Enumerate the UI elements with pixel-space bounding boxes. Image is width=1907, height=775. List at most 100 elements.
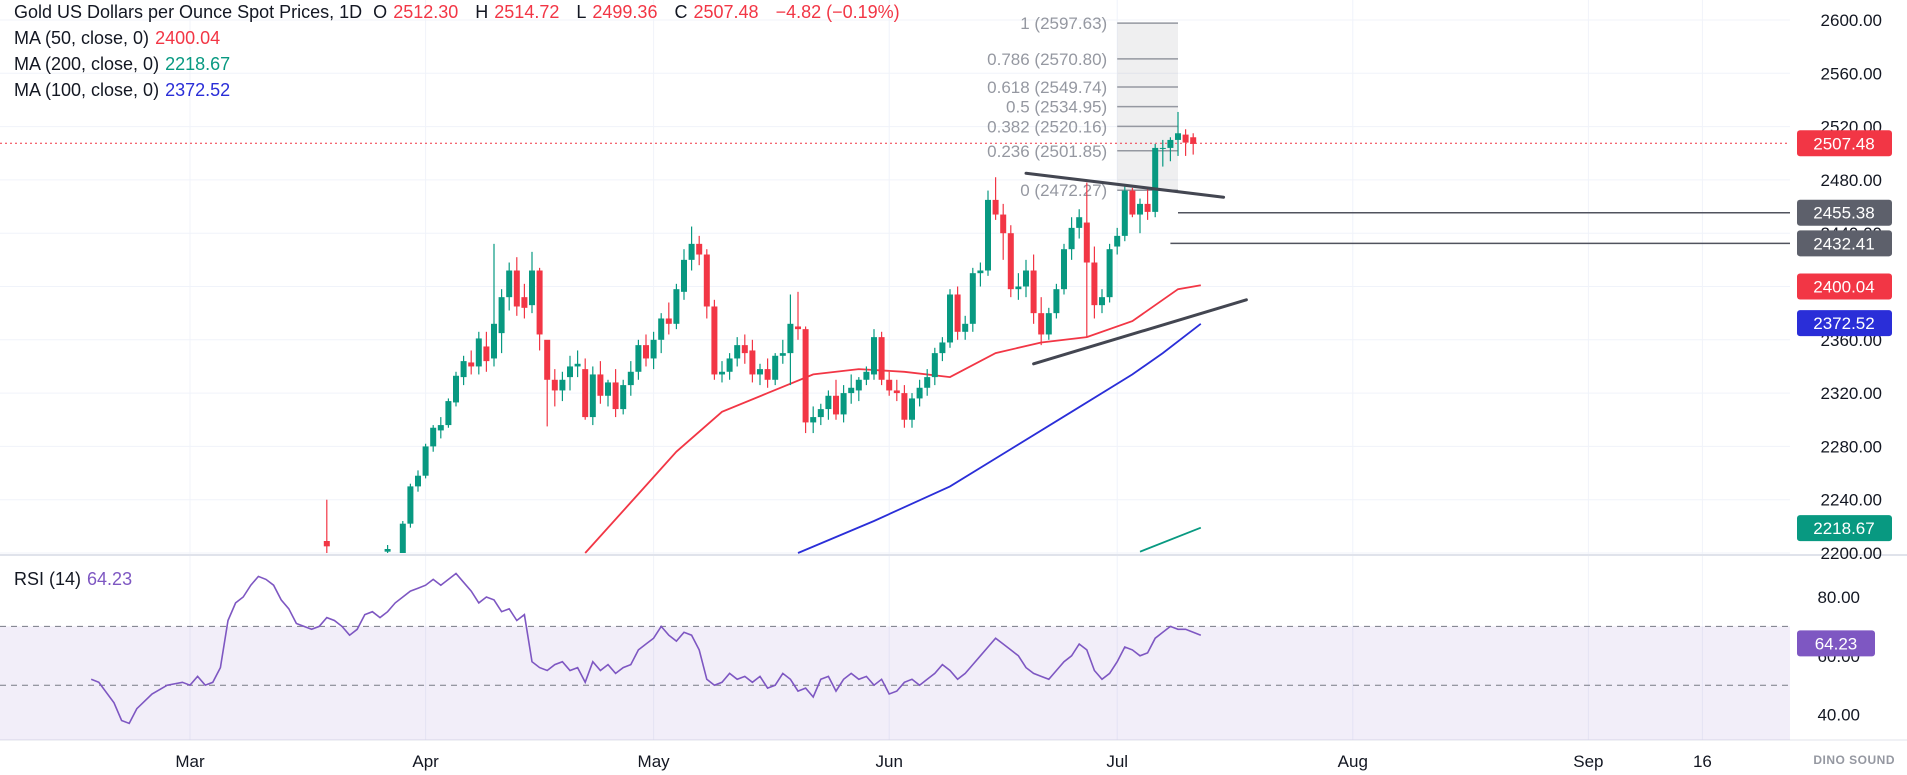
candle — [544, 339, 551, 427]
candle-body — [627, 371, 634, 386]
price-badge-label: 2455.38 — [1813, 204, 1874, 223]
candle — [643, 334, 649, 367]
candle-body — [947, 294, 953, 343]
time-axis-label: Sep — [1573, 752, 1603, 771]
candle — [498, 289, 505, 354]
candle — [848, 374, 855, 404]
candle-body — [985, 199, 991, 271]
close-value: C 2507.48 — [674, 2, 759, 22]
candle-body — [521, 297, 528, 308]
price-axis-label: 2560.00 — [1821, 64, 1882, 83]
candle — [1038, 297, 1045, 346]
candle — [399, 521, 406, 553]
candle-body — [817, 409, 824, 418]
price-axis-label: 2320.00 — [1821, 384, 1882, 403]
candle-body — [559, 379, 566, 391]
candle — [947, 289, 953, 348]
ma100-legend[interactable]: MA (100, close, 0) 2372.52 — [14, 80, 236, 101]
candle — [665, 302, 672, 335]
price-badge: 2455.38 — [1797, 199, 1892, 226]
candle — [536, 267, 543, 351]
candle-body — [977, 270, 984, 274]
candle — [810, 406, 817, 434]
candle-body — [741, 345, 748, 354]
candle-body — [954, 294, 961, 332]
candle — [620, 379, 627, 415]
price-badge-label: 2432.41 — [1813, 234, 1874, 253]
candle — [939, 337, 946, 362]
candle-body — [992, 199, 999, 215]
candle — [1190, 133, 1197, 155]
candle-body — [1137, 203, 1143, 215]
candle — [855, 377, 862, 402]
ma50-legend[interactable]: MA (50, close, 0) 2400.04 — [14, 28, 226, 49]
fib-level-label: 0.5 (2534.95) — [1006, 98, 1107, 117]
candle — [582, 358, 589, 420]
ma200-legend[interactable]: MA (200, close, 0) 2218.67 — [14, 54, 236, 75]
time-axis-label: Apr — [412, 752, 439, 771]
candle — [658, 313, 665, 354]
candle — [483, 331, 490, 372]
candle-body — [1083, 222, 1090, 263]
candle — [1159, 139, 1166, 167]
candle — [779, 339, 786, 364]
price-axis-label: 2240.00 — [1821, 491, 1882, 510]
candle — [719, 361, 725, 383]
fib-level-label: 1 (2597.63) — [1020, 14, 1107, 33]
candle-body — [384, 549, 391, 552]
candle-body — [779, 353, 786, 356]
candle — [407, 483, 414, 528]
time-axis-label: 16 — [1693, 752, 1712, 771]
ma50-label: MA (50, close, 0) — [14, 28, 150, 48]
candle — [734, 337, 741, 367]
rsi-value-badge: 64.23 — [1797, 630, 1875, 657]
candle — [1106, 243, 1113, 303]
candle — [741, 334, 748, 364]
rsi-value: 64.23 — [87, 569, 133, 589]
candle-body — [658, 318, 665, 340]
candle — [1083, 182, 1090, 338]
ma100-label: MA (100, close, 0) — [14, 80, 160, 100]
candle-body — [673, 289, 680, 324]
candle-body — [726, 358, 733, 372]
ma50-line — [584, 284, 1201, 554]
ma100-value: 2372.52 — [165, 80, 231, 100]
candle-body — [962, 323, 969, 332]
candle — [1030, 254, 1037, 324]
candle — [491, 243, 497, 367]
time-axis-label: Jun — [875, 752, 902, 771]
rsi-pane — [0, 572, 1790, 740]
candle — [833, 379, 839, 420]
candle — [1167, 137, 1174, 162]
candle — [1023, 259, 1029, 298]
candle-body — [567, 366, 573, 378]
candle — [460, 355, 467, 386]
candle — [795, 291, 801, 340]
candle-body — [1099, 297, 1105, 306]
ma200-value: 2218.67 — [165, 54, 231, 74]
candle-body — [460, 361, 467, 378]
price-badge-label: 2372.52 — [1813, 314, 1874, 333]
rsi-band — [0, 626, 1790, 740]
candle — [757, 363, 763, 386]
candle-body — [665, 318, 672, 324]
price-badge: 2400.04 — [1797, 273, 1892, 300]
candle — [673, 283, 680, 330]
ma50-value: 2400.04 — [155, 28, 221, 48]
candle — [787, 294, 794, 386]
price-axis-label: 2600.00 — [1821, 11, 1882, 30]
candle — [551, 369, 558, 407]
candle — [802, 326, 809, 434]
rsi-legend[interactable]: RSI (14) 64.23 — [14, 569, 138, 590]
candle-body — [681, 259, 687, 292]
candle — [703, 249, 710, 319]
candle — [1121, 186, 1128, 242]
candle — [589, 366, 596, 426]
fib-level-label: 0.618 (2549.74) — [987, 78, 1107, 97]
candle — [422, 443, 429, 479]
candle-body — [399, 523, 406, 553]
candle — [1182, 129, 1189, 156]
price-badge-bg — [1797, 230, 1892, 257]
